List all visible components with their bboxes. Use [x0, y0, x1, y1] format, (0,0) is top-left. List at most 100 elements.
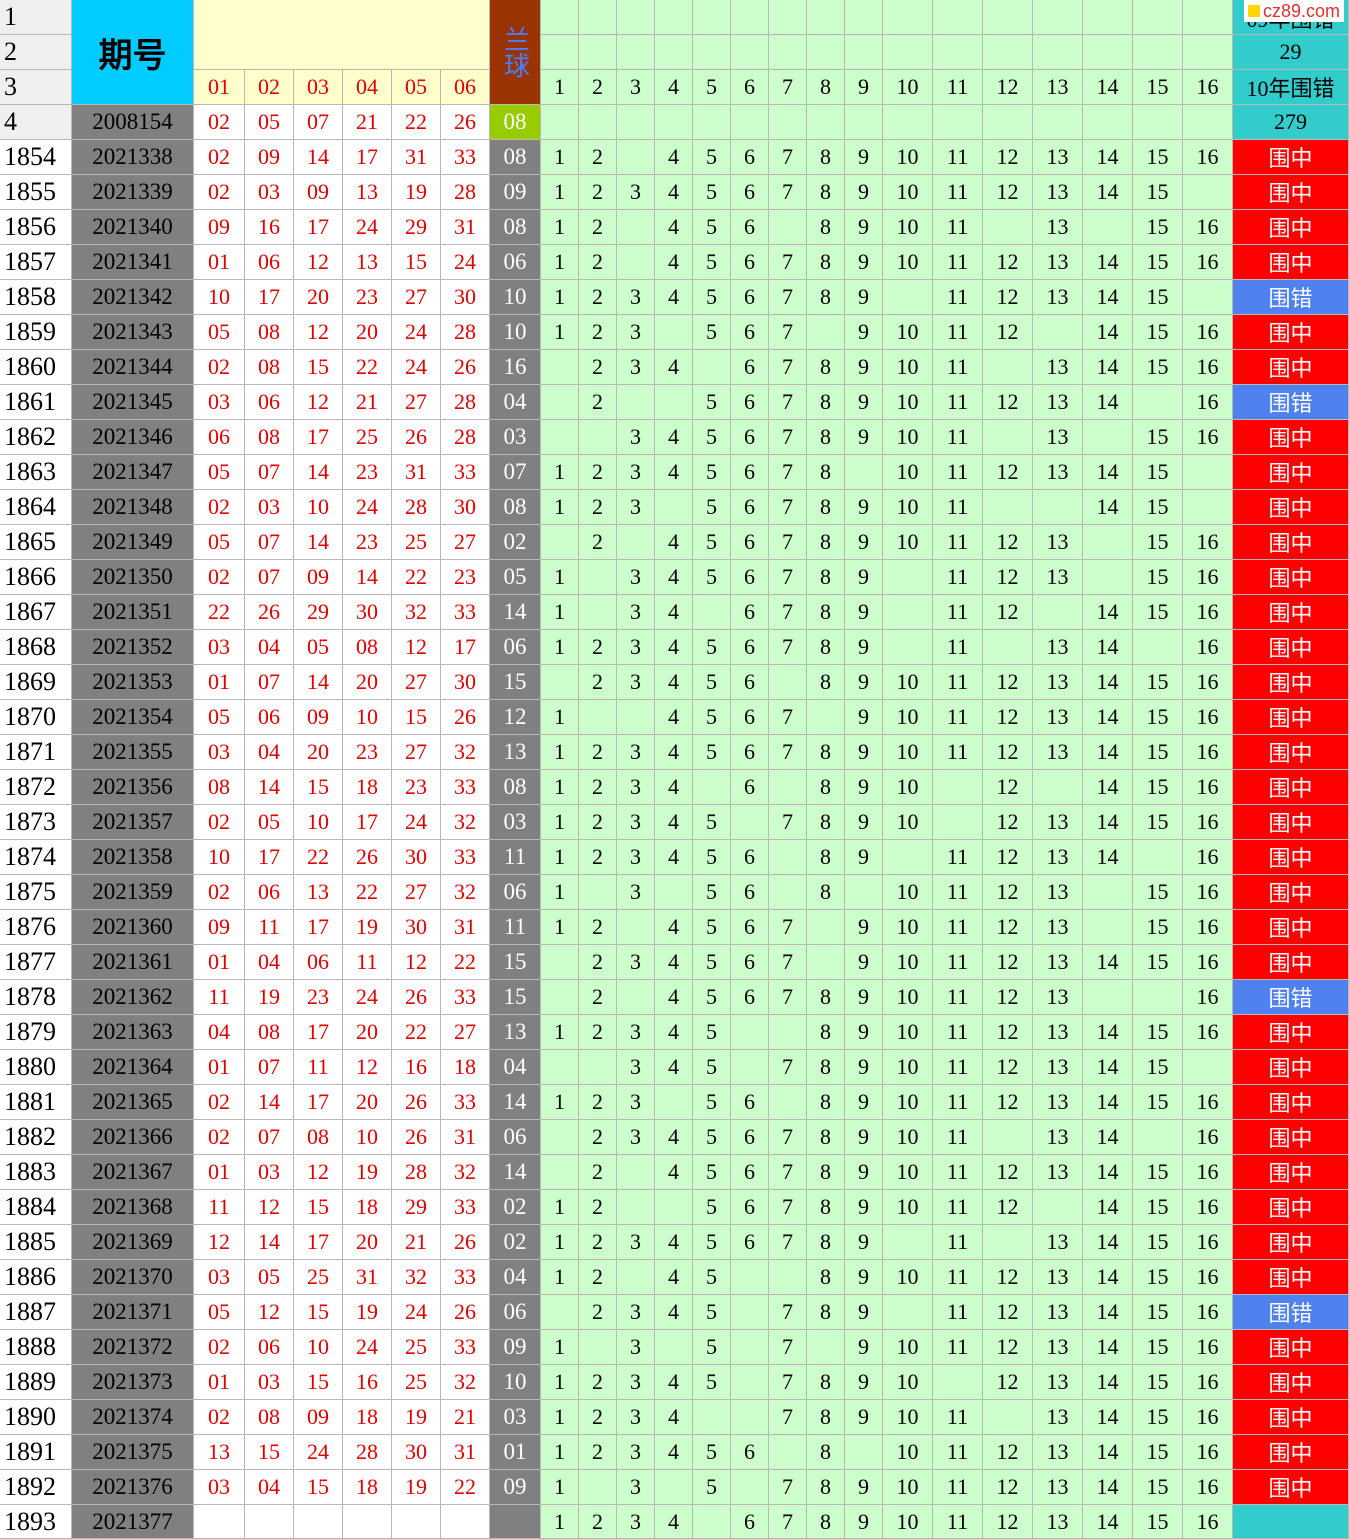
status: 围中 — [1233, 175, 1349, 210]
hit-number: 14 — [1083, 350, 1133, 385]
red-number: 24 — [392, 350, 441, 385]
hit-number: 7 — [769, 1120, 807, 1155]
hit-number: 13 — [1033, 1225, 1083, 1260]
hit-header-blank — [1033, 0, 1083, 35]
blue-number: 02 — [490, 1225, 541, 1260]
red-number: 08 — [245, 350, 294, 385]
blue-number: 15 — [490, 665, 541, 700]
red-number: 06 — [245, 700, 294, 735]
red-number: 31 — [441, 1120, 490, 1155]
red-number: 22 — [392, 560, 441, 595]
hit-number: 7 — [769, 1505, 807, 1539]
red-number: 12 — [294, 1155, 343, 1190]
hit-number: 12 — [983, 140, 1033, 175]
red-number: 03 — [245, 1155, 294, 1190]
red-number: 12 — [245, 1295, 294, 1330]
red-number: 06 — [194, 420, 245, 455]
hit-number: 12 — [983, 1155, 1033, 1190]
hit-number: 11 — [933, 1225, 983, 1260]
period: 2021351 — [72, 595, 194, 630]
hit-blank — [845, 105, 883, 140]
hit-number — [693, 770, 731, 805]
hit-number: 2 — [579, 910, 617, 945]
red-number: 27 — [441, 525, 490, 560]
row-number: 1891 — [0, 1435, 72, 1470]
red-number: 23 — [441, 560, 490, 595]
hit-number: 16 — [1183, 700, 1233, 735]
hit-number: 15 — [1133, 245, 1183, 280]
row-number: 1888 — [0, 1330, 72, 1365]
blue-number: 10 — [490, 280, 541, 315]
hit-number: 16 — [1183, 245, 1233, 280]
hit-number: 16 — [1183, 560, 1233, 595]
hit-number: 6 — [731, 350, 769, 385]
hit-number: 16 — [1183, 1505, 1233, 1539]
hit-number: 16 — [1183, 1155, 1233, 1190]
hit-number — [731, 1295, 769, 1330]
hit-number: 12 — [983, 1470, 1033, 1505]
hit-number: 5 — [693, 1295, 731, 1330]
hit-number: 10 — [883, 1470, 933, 1505]
hit-number — [983, 420, 1033, 455]
red-number: 31 — [441, 210, 490, 245]
status: 围中 — [1233, 770, 1349, 805]
hit-number — [579, 700, 617, 735]
hit-number: 9 — [845, 1225, 883, 1260]
red-number: 10 — [343, 1120, 392, 1155]
period: 2021350 — [72, 560, 194, 595]
hit-number: 13 — [1033, 140, 1083, 175]
hit-number — [883, 560, 933, 595]
hit-number: 1 — [541, 1015, 579, 1050]
hit-number: 13 — [1033, 350, 1083, 385]
hit-number: 11 — [933, 175, 983, 210]
red-number: 20 — [343, 315, 392, 350]
red-number: 23 — [343, 280, 392, 315]
hit-number: 10 — [883, 455, 933, 490]
red-number: 28 — [441, 175, 490, 210]
hit-number — [933, 805, 983, 840]
hit-number: 15 — [1133, 770, 1183, 805]
red-number: 18 — [343, 1470, 392, 1505]
blue-number: 02 — [490, 525, 541, 560]
red-number: 24 — [343, 210, 392, 245]
red-number: 27 — [392, 280, 441, 315]
hit-number: 2 — [579, 735, 617, 770]
hit-number: 15 — [1133, 1260, 1183, 1295]
hit-number: 15 — [1133, 315, 1183, 350]
hit-number — [617, 910, 655, 945]
red-number: 19 — [392, 175, 441, 210]
hit-col-header: 2 — [579, 70, 617, 105]
hit-number: 16 — [1183, 735, 1233, 770]
hit-number: 7 — [769, 315, 807, 350]
hit-number: 9 — [845, 910, 883, 945]
hit-number: 8 — [807, 420, 845, 455]
hit-number: 1 — [541, 490, 579, 525]
hit-number: 15 — [1133, 1050, 1183, 1085]
hit-number: 1 — [541, 1085, 579, 1120]
hit-number: 16 — [1183, 1260, 1233, 1295]
hit-header-blank — [731, 35, 769, 70]
hit-number: 2 — [579, 770, 617, 805]
red-number: 02 — [194, 1400, 245, 1435]
hit-number: 11 — [933, 1295, 983, 1330]
blue-number: 06 — [490, 630, 541, 665]
hit-number: 14 — [1083, 175, 1133, 210]
hit-number: 12 — [983, 1330, 1033, 1365]
red-number: 24 — [343, 490, 392, 525]
hit-number: 5 — [693, 735, 731, 770]
hit-number: 14 — [1083, 1505, 1133, 1539]
hit-number: 8 — [807, 665, 845, 700]
hit-number: 8 — [807, 245, 845, 280]
hit-number — [769, 665, 807, 700]
hit-number — [617, 1155, 655, 1190]
row-number: 1869 — [0, 665, 72, 700]
red-number: 10 — [194, 840, 245, 875]
hit-number — [1083, 420, 1133, 455]
red-number: 26 — [441, 700, 490, 735]
red-number: 28 — [343, 1435, 392, 1470]
hit-number: 16 — [1183, 595, 1233, 630]
red-number: 01 — [194, 1155, 245, 1190]
hit-number — [845, 1435, 883, 1470]
hit-number: 8 — [807, 1260, 845, 1295]
